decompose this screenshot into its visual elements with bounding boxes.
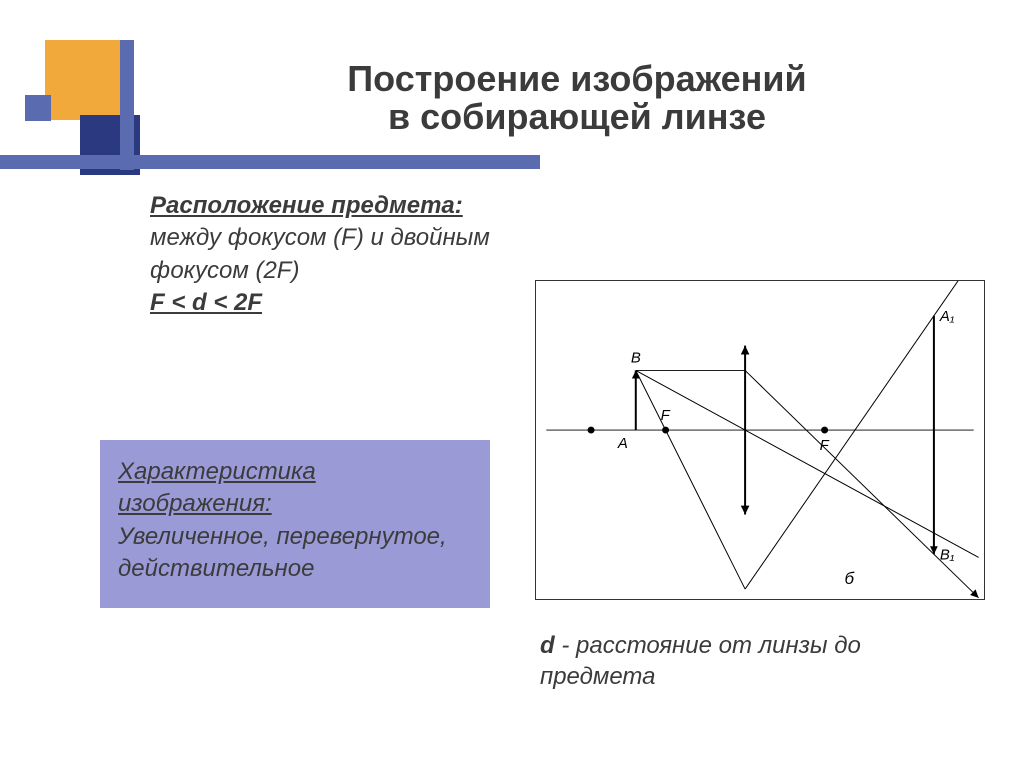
svg-text:б: б <box>844 569 854 588</box>
title-line-2: в собирающей линзе <box>150 98 1004 136</box>
position-block: Расположение предмета: между фокусом (F)… <box>150 190 490 320</box>
position-heading: Расположение предмета: <box>150 192 463 219</box>
deco-orange-square <box>45 40 125 120</box>
lens-diagram-svg: A B F F A₁ B₁ б <box>536 281 984 599</box>
caption-text: - расстояние от линзы до предмета <box>540 632 861 690</box>
svg-text:F: F <box>820 438 830 454</box>
lens-diagram: A B F F A₁ B₁ б <box>535 280 985 600</box>
svg-text:A₁: A₁ <box>939 309 955 325</box>
d-caption: d - расстояние от линзы до предмета <box>540 630 980 692</box>
characteristic-box: Характеристика изображения: Увеличенное,… <box>100 440 490 608</box>
svg-text:F: F <box>661 408 671 424</box>
deco-blue-bar <box>0 155 540 169</box>
caption-var: d <box>540 632 555 659</box>
svg-text:A: A <box>617 436 628 452</box>
slide-title: Построение изображений в собирающей линз… <box>150 60 1004 136</box>
position-condition: F < d < 2F <box>150 289 262 316</box>
char-heading: Характеристика изображения: <box>118 458 316 517</box>
position-body: между фокусом (F) и двойным фокусом (2F) <box>150 224 490 283</box>
deco-blue-vert <box>120 40 134 170</box>
svg-text:B₁: B₁ <box>940 547 955 563</box>
title-line-1: Построение изображений <box>150 60 1004 98</box>
svg-text:B: B <box>631 350 641 366</box>
char-body: Увеличенное, перевернутое, действительно… <box>118 523 447 582</box>
deco-blue-small <box>25 95 51 121</box>
